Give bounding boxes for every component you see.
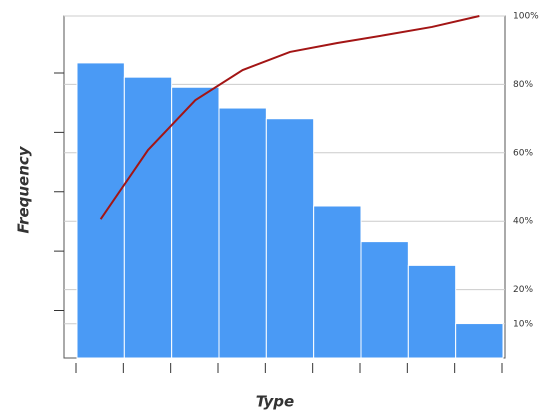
bar: [455, 323, 504, 359]
bar: [360, 241, 409, 359]
bar: [123, 76, 173, 359]
y2-tick-label: 100%: [513, 12, 539, 22]
bar: [76, 62, 125, 359]
cumulative-line: [99, 15, 480, 220]
bar: [313, 205, 362, 359]
bar: [265, 118, 315, 359]
y2-tick-label: 40%: [513, 217, 533, 227]
y2-tick-label: 80%: [513, 80, 533, 90]
y2-tick-label: 60%: [513, 148, 533, 158]
y-axis-title: Frequency: [15, 145, 33, 233]
x-axis-title: Type: [256, 393, 294, 411]
y2-tick-label: 20%: [513, 285, 533, 295]
bar: [171, 86, 220, 359]
bar: [407, 264, 457, 359]
y2-tick-label: 10%: [513, 319, 533, 329]
bar: [218, 107, 267, 359]
